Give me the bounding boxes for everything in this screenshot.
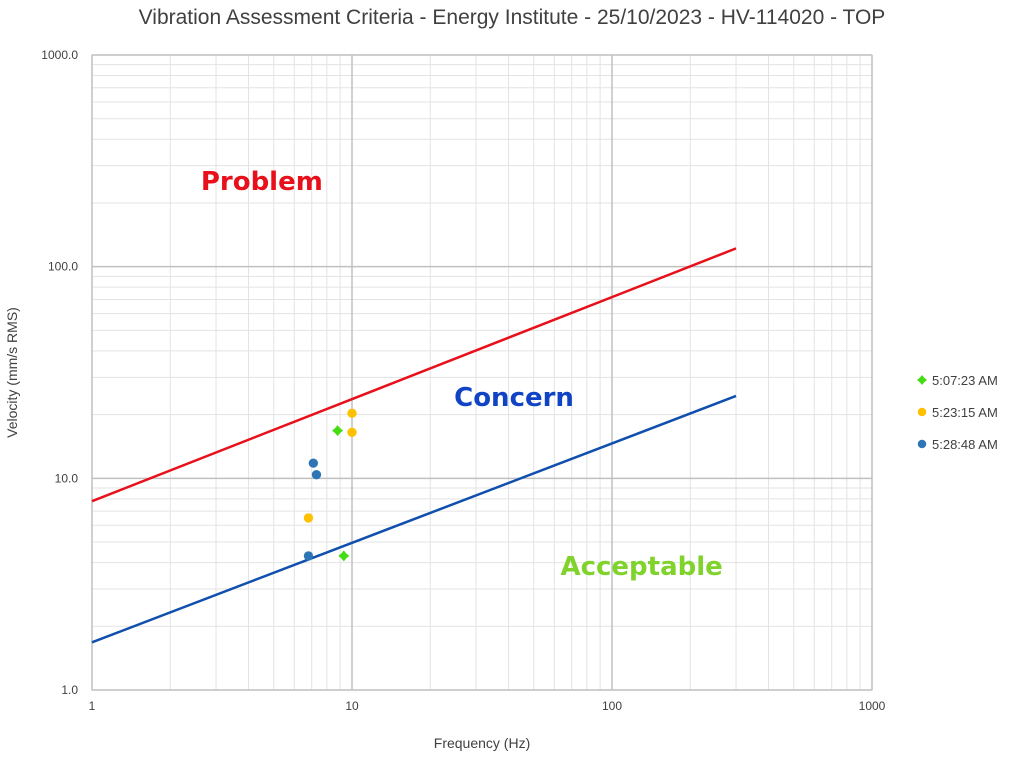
- legend-label: 5:28:48 AM: [932, 436, 998, 452]
- zone-label: Acceptable: [560, 552, 722, 582]
- legend: 5:07:23 AM 5:23:15 AM 5:28:48 AM: [916, 364, 998, 460]
- diamond-marker-icon: [916, 374, 928, 386]
- legend-item: 5:28:48 AM: [916, 428, 998, 460]
- data-point: [347, 408, 357, 418]
- data-point: [338, 550, 350, 562]
- x-tick-label: 1: [89, 699, 96, 713]
- threshold-lines: [91, 247, 737, 644]
- y-axis-label: Velocity (mm/s RMS): [4, 307, 20, 438]
- zone-label: Concern: [454, 383, 574, 413]
- legend-item: 5:23:15 AM: [916, 396, 998, 428]
- y-tick-label: 1000.0: [41, 48, 78, 62]
- data-point: [347, 427, 357, 437]
- data-point: [311, 470, 322, 480]
- circle-marker-icon: [916, 438, 928, 450]
- data-point: [308, 458, 319, 468]
- x-axis-ticks: 1 10 100 1000: [89, 699, 886, 713]
- legend-marker-shape: [917, 439, 927, 449]
- data-point: [303, 513, 314, 523]
- legend-marker-shape: [917, 375, 927, 385]
- legend-item: 5:07:23 AM: [916, 364, 998, 396]
- data-points: [303, 408, 357, 562]
- major-gridlines: [91, 54, 873, 691]
- threshold-line: [91, 394, 737, 644]
- y-tick-label: 1.0: [61, 683, 78, 697]
- legend-label: 5:23:15 AM: [932, 404, 998, 420]
- x-tick-label: 100: [602, 699, 622, 713]
- plot-area-frame: [91, 54, 873, 691]
- x-axis-label: Frequency (Hz): [434, 735, 530, 751]
- zone-labels: Problem Concern Acceptable: [201, 167, 723, 582]
- minor-gridlines: [92, 55, 872, 690]
- legend-label: 5:07:23 AM: [932, 372, 998, 388]
- y-tick-label: 10.0: [55, 471, 79, 485]
- x-tick-label: 10: [345, 699, 359, 713]
- threshold-line: [91, 247, 737, 503]
- x-tick-label: 1000: [859, 699, 886, 713]
- zone-label: Problem: [201, 167, 323, 197]
- y-axis-ticks: 1.0 10.0 100.0 1000.0: [41, 48, 78, 697]
- y-tick-label: 100.0: [48, 260, 78, 274]
- chart-title: Vibration Assessment Criteria - Energy I…: [138, 6, 886, 29]
- data-point: [303, 551, 314, 561]
- data-point: [332, 425, 344, 437]
- legend-marker-shape: [917, 407, 927, 417]
- circle-marker-icon: [916, 406, 928, 418]
